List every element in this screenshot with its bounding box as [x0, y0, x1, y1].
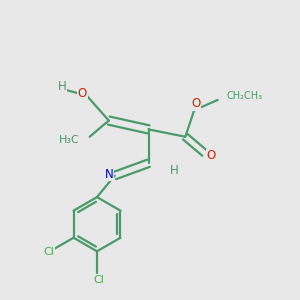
Text: O: O [78, 87, 87, 100]
Text: O: O [206, 149, 216, 162]
Text: Cl: Cl [93, 275, 104, 285]
Text: H: H [58, 80, 67, 93]
Text: Cl: Cl [44, 247, 55, 257]
Text: H₃C: H₃C [58, 135, 79, 145]
Text: CH₂CH₃: CH₂CH₃ [226, 92, 263, 101]
Text: O: O [191, 97, 200, 110]
Text: H: H [170, 164, 179, 177]
Text: N: N [104, 168, 113, 181]
